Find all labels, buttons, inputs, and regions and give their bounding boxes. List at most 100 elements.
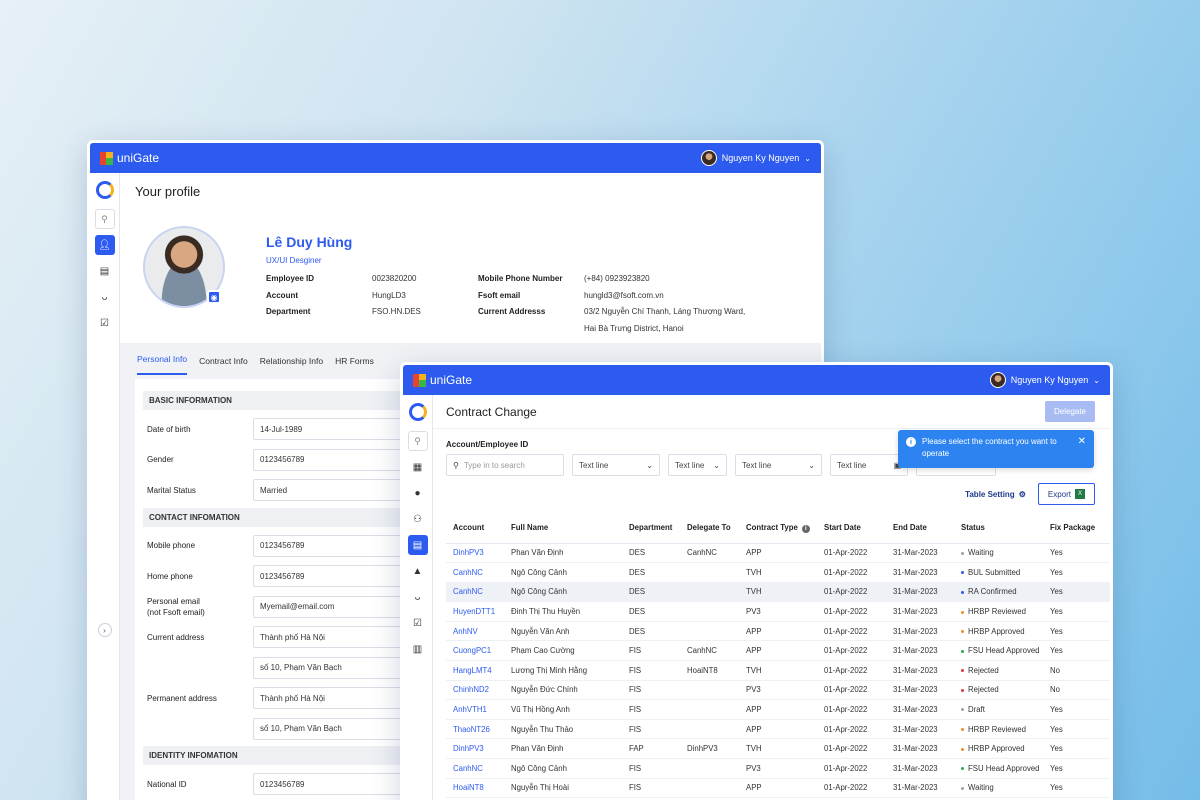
col-fix-package[interactable]: Fix Package: [1043, 513, 1110, 544]
table-row[interactable]: CanhNC Ngô Công Cảnh FIS PV3 01-Apr-2022 31-M…: [446, 758, 1110, 779]
user-menu[interactable]: Nguyen Ky Nguyen ⌄: [700, 150, 811, 166]
cell-account[interactable]: AnhVTH1: [446, 699, 504, 720]
mobile-phone-input[interactable]: 0123456789: [253, 534, 413, 557]
gender-input[interactable]: 0123456789: [253, 448, 413, 471]
sidebar-item-reports[interactable]: ▥: [408, 639, 428, 659]
cell-account[interactable]: HoaiNT8: [446, 778, 504, 799]
tab-relationship-info[interactable]: Relationship Info: [259, 356, 324, 366]
app-logo[interactable]: uniGate: [413, 373, 472, 387]
cell-account[interactable]: DinhPV3: [446, 738, 504, 760]
table-row[interactable]: CanhNC Ngô Công Cảnh DES TVH 01-Apr-2022 31-M…: [446, 582, 1110, 603]
table-row[interactable]: DinhPV3 Phan Văn Định DES CanhNC APP 01-Apr-2…: [446, 543, 1110, 564]
table-row[interactable]: HuyenDTT1 Đinh Thị Thu Huyền DES PV3 01-Apr-…: [446, 601, 1110, 622]
search-icon[interactable]: ⚲: [407, 431, 428, 451]
national-id-input[interactable]: 0123456789: [253, 773, 413, 796]
cell-account[interactable]: AnhNV: [446, 621, 504, 642]
cell-status: FSU Head Approved: [954, 640, 1043, 662]
sidebar-item-documents[interactable]: ▤: [95, 261, 115, 281]
filter-select-2[interactable]: Text line ⌄: [668, 454, 727, 476]
document-icon: ▤: [412, 539, 423, 551]
table-row[interactable]: AnhVTH1 Vũ Thị Hồng Anh FIS APP 01-Apr-2022 3…: [446, 699, 1110, 720]
users-icon: ⚇: [413, 513, 422, 525]
filter-select-1[interactable]: Text line ⌄: [572, 454, 660, 476]
table-row[interactable]: ThaoNT26 Nguyễn Thu Thảo FIS APP 01-Apr-2022…: [446, 719, 1110, 740]
mobile-phone-label: Mobile phone: [147, 541, 196, 551]
cell-start-date: 01-Apr-2022: [817, 543, 886, 564]
personal-email-input[interactable]: Myemail@email.com: [253, 595, 413, 618]
sidebar-item-people[interactable]: ⚇: [408, 509, 428, 529]
sidebar-logo-icon[interactable]: [95, 181, 114, 199]
cell-full-name: Phan Văn Định: [504, 543, 622, 564]
col-department[interactable]: Department: [622, 513, 680, 544]
sidebar-item-contracts[interactable]: ▤: [407, 535, 428, 555]
current-address-city-input[interactable]: Thành phố Hà Nội: [253, 626, 413, 649]
cell-delegate-to: HoaiNT8: [680, 660, 739, 681]
col-full-name[interactable]: Full Name: [504, 513, 622, 544]
sidebar-logo-icon[interactable]: [408, 403, 427, 421]
col-account[interactable]: Account: [446, 513, 504, 544]
sidebar-item-training[interactable]: ▲: [408, 561, 428, 581]
cell-account[interactable]: DinhPV3: [446, 543, 504, 564]
camera-icon[interactable]: ◉: [207, 290, 221, 304]
col-status[interactable]: Status: [954, 513, 1043, 544]
sidebar-item-tasks[interactable]: ☑: [95, 313, 115, 333]
table-row[interactable]: ChinhND2 Nguyễn Đức Chính FIS PV3 01-Apr-202…: [446, 680, 1110, 701]
app-logo[interactable]: uniGate: [100, 151, 159, 165]
expand-sidebar-button[interactable]: ›: [97, 623, 112, 637]
table-row[interactable]: AnhNV Nguyễn Văn Anh DES APP 01-Apr-2022 31-M…: [446, 621, 1110, 642]
cell-account[interactable]: HuyenDTT1: [446, 601, 504, 622]
col-start-date[interactable]: Start Date: [817, 513, 886, 544]
permanent-address-street-input[interactable]: số 10, Phạm Văn Bạch: [253, 717, 413, 740]
user-menu[interactable]: Nguyen Ky Nguyen ⌄: [989, 372, 1100, 388]
delegate-button[interactable]: Delegate: [1044, 401, 1095, 422]
cell-account[interactable]: CanhNC: [446, 562, 504, 583]
sidebar-item-support[interactable]: ᴗ: [408, 587, 428, 607]
tab-hr-forms[interactable]: HR Forms: [335, 356, 374, 366]
table-setting-button[interactable]: Table Setting ⚙: [965, 490, 1026, 499]
date-filter[interactable]: Text line ▣: [830, 454, 908, 476]
filter-3-value: Text line: [742, 460, 772, 470]
table-row[interactable]: DinhPV3 Phan Văn Định FAP DinhPV3 TVH 01-Apr-…: [446, 738, 1110, 760]
cell-delegate-to: CanhNC: [680, 543, 739, 564]
account-label: Account: [266, 290, 298, 300]
close-icon[interactable]: ✕: [1077, 436, 1086, 447]
cell-account[interactable]: HangLMT4: [446, 660, 504, 681]
permanent-address-city-input[interactable]: Thành phố Hà Nội: [253, 687, 413, 710]
sidebar: ⚲ ▦ ● ⚇ ▤ ▲ ᴗ ☑ ▥: [403, 395, 433, 800]
cell-account[interactable]: CanhNC: [446, 582, 504, 603]
tab-contract-info[interactable]: Contract Info: [199, 356, 248, 366]
info-icon[interactable]: i: [801, 524, 810, 533]
table-row[interactable]: HangLMT4 Lương Thị Minh Hằng FIS HoaiNT8 TVH…: [446, 660, 1110, 681]
home-phone-input[interactable]: 0123456789: [253, 565, 413, 588]
table-row[interactable]: CanhNC Ngô Công Cảnh DES TVH 01-Apr-2022 31-M…: [446, 562, 1110, 583]
cell-start-date: 01-Apr-2022: [817, 640, 886, 662]
filter-select-3[interactable]: Text line ⌄: [735, 454, 822, 476]
sidebar-item-tasks[interactable]: ☑: [408, 613, 428, 633]
tab-personal-info[interactable]: Personal Info: [137, 354, 188, 375]
cell-account[interactable]: ChinhND2: [446, 680, 504, 701]
sidebar-item-dashboard[interactable]: ▦: [408, 457, 428, 477]
department-value: FSO.HN.DES: [372, 307, 421, 316]
col-delegate-to[interactable]: Delegate To: [680, 513, 739, 544]
col-end-date[interactable]: End Date: [886, 513, 954, 544]
graduation-cap-icon: ▲: [412, 565, 423, 577]
search-input[interactable]: ⚲ Type in to search: [446, 454, 564, 476]
dob-input[interactable]: 14-Jul-1989: [253, 418, 413, 441]
cell-contract-type: APP: [739, 719, 817, 740]
table-row[interactable]: HoaiNT8 Nguyễn Thị Hoài FIS APP 01-Apr-2022 3…: [446, 778, 1110, 799]
cell-contract-type: TVH: [739, 660, 817, 681]
sidebar-item-profile[interactable]: ●: [408, 483, 428, 503]
sidebar-item-profile[interactable]: 👤︎: [94, 235, 115, 255]
search-icon[interactable]: ⚲: [94, 209, 115, 229]
cell-account[interactable]: CanhNC: [446, 758, 504, 779]
table-row[interactable]: CuongPC1 Phạm Cao Cường FIS CanhNC APP 01-Apr…: [446, 640, 1110, 662]
col-contract-type[interactable]: Contract Type i: [739, 513, 817, 544]
cell-account[interactable]: ThaoNT26: [446, 719, 504, 740]
export-button[interactable]: Export X: [1037, 483, 1095, 505]
current-address-street-input[interactable]: số 10, Phạm Văn Bạch: [253, 656, 413, 679]
cell-account[interactable]: CuongPC1: [446, 640, 504, 662]
sidebar-item-support[interactable]: ᴗ: [95, 287, 115, 307]
chevron-down-icon: ⌄: [646, 460, 653, 470]
cell-full-name: Đinh Thị Thu Huyền: [504, 601, 622, 622]
marital-status-input[interactable]: Married: [253, 479, 413, 502]
